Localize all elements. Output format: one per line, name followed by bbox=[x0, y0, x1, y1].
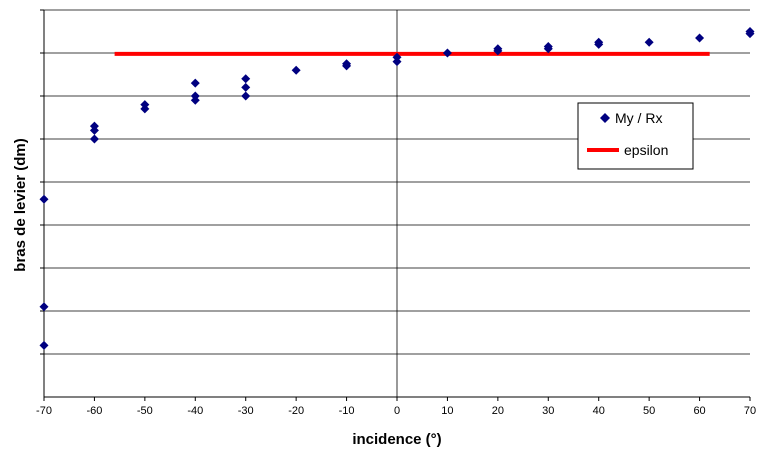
legend-box bbox=[577, 102, 694, 170]
data-point bbox=[342, 61, 352, 71]
legend: My / Rx epsilon bbox=[577, 102, 694, 170]
data-point bbox=[89, 134, 99, 144]
data-point bbox=[39, 194, 49, 204]
data-point bbox=[190, 95, 200, 105]
x-tick-label: 30 bbox=[542, 405, 554, 417]
legend-label-epsilon: epsilon bbox=[624, 142, 668, 158]
data-point bbox=[241, 91, 251, 101]
x-tick-label: -50 bbox=[137, 405, 153, 417]
data-point bbox=[695, 33, 705, 43]
y-axis-label: bras de levier (dm) bbox=[12, 138, 29, 271]
x-tick-label: -70 bbox=[36, 405, 52, 417]
data-point bbox=[594, 39, 604, 49]
x-tick-label: -20 bbox=[288, 405, 304, 417]
legend-diamond-marker bbox=[600, 113, 610, 123]
data-point bbox=[745, 29, 755, 39]
x-tick-label: -10 bbox=[339, 405, 355, 417]
data-point bbox=[291, 65, 301, 75]
x-tick-labels: -70 -60 -50 -40 -30 -20 -10 0 10 20 30 40 50 60 70 bbox=[36, 405, 756, 417]
data-point bbox=[89, 125, 99, 135]
data-point bbox=[190, 78, 200, 88]
data-point bbox=[241, 74, 251, 84]
my-rx-series bbox=[39, 27, 755, 350]
x-tick-label: 0 bbox=[394, 405, 400, 417]
axes bbox=[40, 9, 751, 401]
x-tick-label: -40 bbox=[187, 405, 203, 417]
x-tick-label: -30 bbox=[238, 405, 254, 417]
x-tick-label: -60 bbox=[86, 405, 102, 417]
x-tick-label: 20 bbox=[492, 405, 504, 417]
x-tick-label: 60 bbox=[693, 405, 705, 417]
data-point bbox=[241, 82, 251, 92]
x-tick-label: 40 bbox=[593, 405, 605, 417]
data-point bbox=[442, 48, 452, 58]
data-point bbox=[39, 302, 49, 312]
x-tick-label: 50 bbox=[643, 405, 655, 417]
data-point bbox=[493, 46, 503, 56]
legend-label-my-rx: My / Rx bbox=[615, 110, 662, 126]
x-axis-label: incidence (°) bbox=[352, 431, 441, 448]
data-point bbox=[39, 340, 49, 350]
data-point bbox=[140, 104, 150, 114]
x-tick-label: 10 bbox=[441, 405, 453, 417]
x-tick-label: 70 bbox=[744, 405, 756, 417]
data-point bbox=[543, 44, 553, 54]
data-point bbox=[392, 57, 402, 67]
data-point bbox=[644, 37, 654, 47]
